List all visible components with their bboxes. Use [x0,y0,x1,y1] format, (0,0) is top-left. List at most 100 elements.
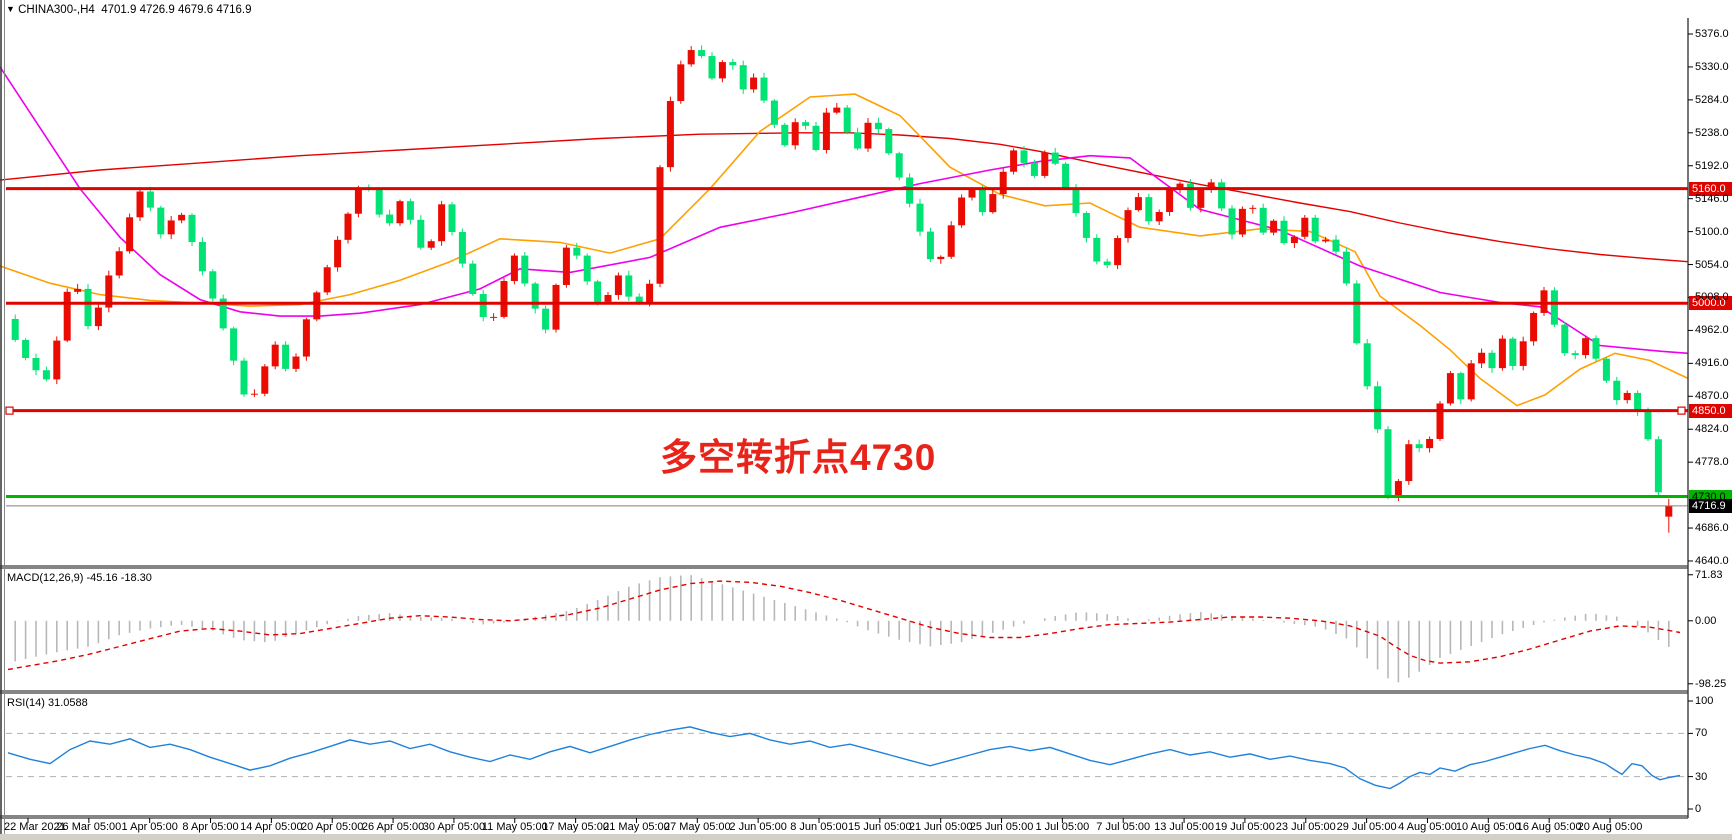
candle-body [718,62,726,79]
time-axis-label: 19 Jul 05:00 [1214,821,1275,833]
candle-body [833,107,841,113]
time-axis-label: 4 Aug 05:00 [1398,821,1457,833]
rsi-panel-area[interactable] [6,694,1688,816]
time-axis-label: 1 Jul 05:00 [1035,821,1090,833]
candle-body [1478,352,1486,364]
price-axis-label: 4686.0 [1695,522,1729,535]
rsi-axis-label: 30 [1695,770,1708,783]
level-line-handle[interactable] [5,406,14,415]
candle-body [282,344,290,369]
rsi-axis-label: 70 [1695,727,1708,740]
candle-body [458,231,466,264]
candle-body [1103,261,1111,266]
window-bottom-strip [0,834,1732,840]
candle-body [1020,150,1028,163]
time-axis-label: 22 Mar 2021 [4,821,66,833]
candle-body [344,213,352,240]
candle-body [490,316,498,318]
price-axis-label: 5330.0 [1695,60,1729,73]
candle-body [864,122,872,149]
candle-body [427,241,435,248]
time-axis-label: 23 Jul 05:00 [1275,821,1336,833]
candle-body [334,239,342,268]
candle-body [885,129,893,154]
main-chart-area[interactable] [6,20,1688,566]
candle-body [562,247,570,285]
time-axis-label: 17 May 05:00 [542,821,609,833]
candle-body [1509,338,1517,366]
candle-body [874,122,882,130]
candle-body [1342,251,1350,284]
candle-body [167,220,175,235]
price-axis-label: 4916.0 [1695,357,1729,370]
candle-body [1592,338,1600,359]
candle-body [271,344,279,367]
symbol-dropdown-icon[interactable]: ▼ [6,4,15,14]
macd-panel-area[interactable] [6,569,1688,691]
price-axis-label: 4640.0 [1695,554,1729,567]
candle-body [250,393,258,395]
candle-body [1311,217,1319,242]
candle-body [1093,237,1101,262]
annotation-text[interactable]: 多空转折点4730 [660,436,937,478]
candle-body [230,328,238,361]
time-axis-label: 26 Apr 05:00 [361,821,425,833]
symbol-header: ▼ CHINA300-,H4 4701.9 4726.9 4679.6 4716… [6,4,252,16]
time-axis-label: 30 Apr 05:00 [422,821,486,833]
time-axis-label: 11 May 05:00 [481,821,548,833]
candle-body [1634,392,1642,412]
candle-body [42,370,50,380]
time-axis-label: 14 Apr 05:00 [240,821,303,833]
candle-body [843,107,851,133]
candle-body [1436,403,1444,439]
candle-body [1488,352,1496,369]
candle-body [1114,238,1122,266]
candle-body [1602,358,1610,381]
candle-body [500,281,508,317]
candle-body [1041,152,1049,176]
candle-body [469,263,477,295]
candle-body [1446,373,1454,404]
candle-body [1644,411,1652,440]
candle-body [739,65,747,90]
candle-body [542,308,550,330]
time-axis-label: 8 Apr 05:00 [182,821,239,833]
candle-body [1259,207,1267,233]
candle-body [1010,150,1018,172]
rsi-axis-label: 100 [1695,695,1714,707]
level-badge-4850: 4850.0 [1689,403,1732,418]
candle-body [105,275,113,308]
candle-body [1249,207,1257,209]
candle-body [11,318,19,340]
candle-body [802,122,810,126]
candle-body [583,255,591,282]
time-axis-label: 20 Apr 05:00 [301,821,364,833]
time-axis-label: 1 Apr 05:00 [121,821,178,833]
candle-body [1623,392,1631,401]
candle-body [999,171,1007,195]
ma-red-line [0,132,1689,263]
candle-body [157,207,165,235]
price-axis-label: 5284.0 [1695,93,1729,106]
candle-body [1197,189,1205,208]
candle-body [531,283,539,309]
candle-body [146,191,154,208]
macd-signal-line [7,580,1681,671]
level-line-handle[interactable] [1677,406,1686,415]
price-axis-label: 4824.0 [1695,423,1729,436]
ma-magenta-line [0,66,1689,355]
price-axis-label: 5376.0 [1695,28,1729,40]
candle-body [313,292,321,320]
macd-axis-label: 0.00 [1695,614,1717,627]
candle-body [916,203,924,232]
candle-body [1363,343,1371,387]
candle-body [375,188,383,215]
candle-body [1134,197,1142,211]
candle-body [240,360,248,395]
candle-body [1394,481,1402,497]
candle-body [656,167,664,284]
candle-body [1332,239,1340,252]
candle-body [1176,183,1184,189]
time-axis-label: 8 Jun 05:00 [790,821,848,833]
